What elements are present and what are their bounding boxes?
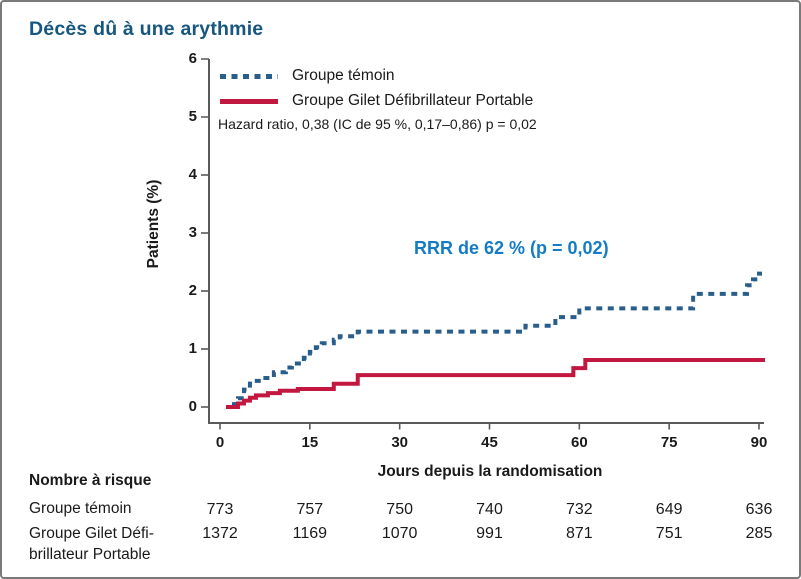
x-tick-label: 15	[301, 434, 319, 451]
risk-count: 751	[655, 525, 683, 542]
x-tick-label: 30	[391, 434, 408, 451]
legend-item-temoin: Groupe témoin	[220, 67, 395, 85]
risk-count: 1070	[381, 525, 418, 542]
y-tick-label: 4	[188, 166, 197, 183]
risk-count: 773	[206, 501, 234, 518]
x-tick-label: 0	[215, 434, 225, 451]
risk-count: 649	[655, 501, 683, 518]
risk-count: 871	[565, 525, 593, 542]
risk-count: 285	[745, 525, 773, 542]
risk-count: 740	[476, 501, 503, 518]
chart-title: Décès dû à une arythmie	[29, 18, 264, 40]
risk-count: 757	[296, 501, 324, 518]
x-tick-label: 75	[660, 434, 678, 451]
y-tick-label: 2	[188, 282, 197, 299]
survival-curve-temoin	[231, 271, 762, 407]
risk-count: 732	[565, 501, 593, 518]
y-tick-label: 1	[188, 340, 197, 357]
risk-count: 636	[745, 501, 773, 518]
x-tick-label: 90	[750, 434, 768, 451]
survival-curve-gilet	[225, 358, 765, 409]
risk-row-label: Groupe Gilet Défi- brillateur Portable	[29, 525, 154, 563]
dotted-line-swatch-icon	[220, 73, 278, 79]
y-tick-label: 0	[188, 398, 197, 415]
x-tick-label: 60	[570, 434, 588, 451]
y-tick-label: 5	[188, 108, 197, 125]
risk-count: 1372	[202, 525, 238, 542]
rrr-annotation: RRR de 62 % (p = 0,02)	[414, 238, 609, 258]
y-axis-label: Patients (%)	[145, 179, 162, 269]
risk-table-header: Nombre à risque	[29, 472, 152, 489]
solid-line-swatch-icon	[220, 98, 278, 104]
legend-label-gilet: Groupe Gilet Défibrillateur Portable	[292, 92, 534, 109]
legend-item-gilet: Groupe Gilet Défibrillateur Portable	[220, 92, 533, 110]
risk-count: 750	[386, 501, 413, 518]
risk-count: 1169	[292, 525, 328, 542]
risk-count: 991	[476, 525, 503, 542]
risk-row-label: Groupe témoin	[29, 500, 132, 517]
legend-label-temoin: Groupe témoin	[292, 67, 395, 84]
y-tick-label: 6	[188, 50, 197, 67]
x-axis-label: Jours depuis la randomisation	[377, 463, 603, 480]
hazard-ratio-text: Hazard ratio, 0,38 (IC de 95 %, 0,17–0,8…	[218, 116, 537, 132]
x-tick-label: 45	[481, 434, 498, 451]
y-tick-label: 3	[188, 224, 197, 241]
